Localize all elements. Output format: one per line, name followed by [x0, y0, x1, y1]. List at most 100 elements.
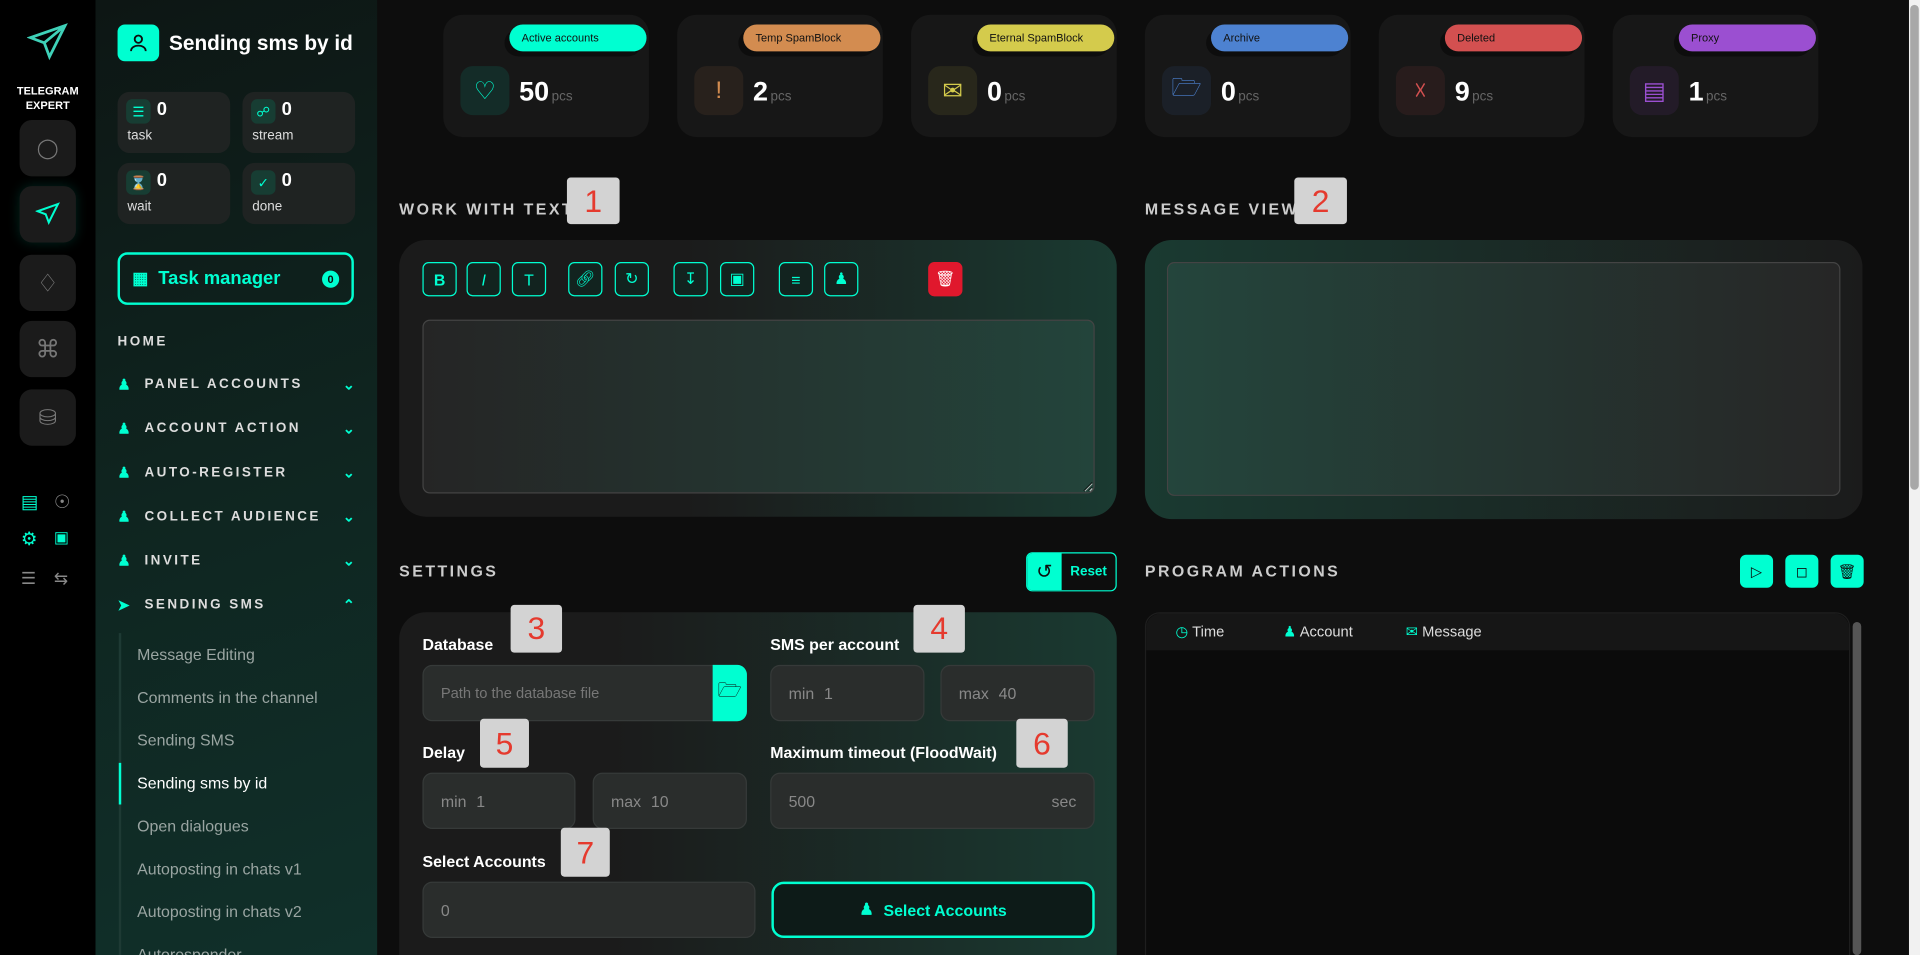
- user-network-icon[interactable]: ☉: [53, 492, 71, 514]
- icon-rail: TELEGRAM EXPERT ◯ ♢ ⌘ ⛁ ▤ ☉ ⚙ ▣ ☰ ⇆: [0, 0, 96, 955]
- delay-min-input[interactable]: min 1: [422, 772, 576, 829]
- play-button[interactable]: ▷: [1740, 554, 1774, 588]
- message-text-input[interactable]: [422, 319, 1095, 494]
- menu-account-action[interactable]: ♟ ACCOUNT ACTION ⌄: [118, 420, 358, 437]
- browse-folder-button[interactable]: 🗁︎: [712, 664, 747, 722]
- task-manager-button[interactable]: ▦ Task manager 0: [117, 252, 354, 305]
- timeout-value: 500: [788, 791, 816, 811]
- import-file-button[interactable]: ↧: [673, 262, 708, 297]
- code-window-icon[interactable]: ▣: [53, 527, 69, 547]
- card-label: Proxy: [1678, 24, 1816, 52]
- user-x-icon: ☓: [1395, 66, 1445, 116]
- card-label: Deleted: [1444, 24, 1583, 52]
- submenu-item[interactable]: Autoposting in chats v2: [137, 902, 302, 921]
- user-list-icon: ♟: [117, 508, 131, 526]
- user-icon: ♟: [834, 269, 849, 288]
- reset-button[interactable]: ↺ Reset: [1026, 552, 1117, 592]
- sms-min-input[interactable]: min 1: [770, 664, 925, 722]
- send-icon: [35, 202, 60, 225]
- stat-wait: ⌛ 0 wait: [117, 162, 231, 225]
- rail-accounts-button[interactable]: ◯: [19, 120, 76, 177]
- document-check-icon[interactable]: ☰: [20, 568, 37, 588]
- bold-button[interactable]: B: [422, 262, 457, 297]
- submenu-item-active[interactable]: Sending sms by id: [137, 773, 268, 793]
- gear-icon[interactable]: ⚙: [20, 528, 38, 550]
- card-value: 0 pcs: [987, 76, 1025, 108]
- swap-icon[interactable]: ⇆: [53, 568, 69, 588]
- menu-auto-register[interactable]: ♟ AUTO-REGISTER ⌄: [118, 464, 358, 481]
- clear-log-button[interactable]: 🗑︎: [1830, 554, 1864, 588]
- share-icon: ☍: [251, 99, 276, 124]
- min-label: min: [788, 683, 815, 703]
- bot-button[interactable]: ▣: [720, 262, 755, 297]
- stat-card-archive[interactable]: Archive 🗁︎ 0 pcs: [1144, 14, 1351, 138]
- chevron-down-icon: ⌄: [342, 508, 356, 526]
- selected-accounts-value: 0: [440, 900, 450, 919]
- stat-card-temp-spamblock[interactable]: Temp SpamBlock ! 2 pcs: [677, 14, 883, 138]
- stat-label: stream: [252, 128, 294, 144]
- max-label: max: [611, 791, 642, 811]
- annotation-badge: 4: [913, 604, 965, 653]
- rail-database-button[interactable]: ⛁: [19, 389, 76, 446]
- rail-send-button[interactable]: [19, 186, 76, 243]
- text-template-button[interactable]: ≡: [778, 262, 814, 297]
- selected-accounts-count[interactable]: 0: [422, 881, 756, 938]
- stop-icon: ◻: [1795, 562, 1808, 580]
- menu-home[interactable]: HOME: [118, 334, 358, 349]
- stop-button[interactable]: ◻: [1785, 554, 1819, 588]
- stat-label: done: [252, 199, 283, 215]
- task-manager-icon: ▦: [132, 268, 149, 288]
- sms-max-input[interactable]: max 40: [940, 664, 1095, 722]
- card-value: 50 pcs: [519, 76, 572, 108]
- user-plus-icon: ♟: [117, 464, 131, 482]
- delay-max-input[interactable]: max 10: [592, 772, 747, 829]
- log-scrollbar[interactable]: [1852, 622, 1862, 955]
- checklist-icon: ☰: [126, 99, 151, 124]
- user-icon: [130, 34, 147, 52]
- stat-card-deleted[interactable]: Deleted ☓ 9 pcs: [1378, 14, 1585, 138]
- annotation-badge: 7: [560, 827, 610, 877]
- brand-line-1: TELEGRAM: [16, 84, 79, 97]
- submenu-item[interactable]: Autoposting in chats v1: [137, 859, 302, 878]
- annotation-badge: 5: [480, 718, 529, 768]
- stat-card-eternal-spamblock[interactable]: Eternal SpamBlock ✉ 0 pcs: [911, 14, 1117, 138]
- chevron-down-icon: ⌄: [342, 420, 356, 438]
- card-unit: pcs: [1472, 89, 1494, 105]
- menu-label: PANEL ACCOUNTS: [144, 377, 303, 392]
- select-accounts-button[interactable]: ♟ Select Accounts: [771, 881, 1095, 938]
- card-value: 1 pcs: [1689, 76, 1727, 108]
- database-path-input[interactable]: Path to the database file: [422, 664, 747, 722]
- submenu-item[interactable]: Autoresponder: [137, 945, 242, 955]
- menu-collect-audience[interactable]: ♟ COLLECT AUDIENCE ⌄: [118, 508, 358, 525]
- text-format-button[interactable]: T: [511, 262, 547, 297]
- stat-card-proxy[interactable]: Proxy ▤ 1 pcs: [1612, 14, 1819, 138]
- timeout-input[interactable]: 500 sec: [770, 772, 1095, 829]
- menu-label: ACCOUNT ACTION: [144, 421, 301, 436]
- submenu-item[interactable]: Open dialogues: [137, 816, 249, 836]
- link-button[interactable]: 🔗︎: [568, 262, 603, 297]
- stat-done: ✓ 0 done: [242, 162, 356, 225]
- stat-value: 0: [281, 99, 292, 121]
- page-scrollbar[interactable]: [1910, 4, 1919, 490]
- repeat-button[interactable]: ↻: [614, 262, 649, 297]
- menu-invite[interactable]: ♟ INVITE ⌄: [118, 552, 358, 569]
- italic-button[interactable]: I: [466, 262, 501, 297]
- message-preview: [1166, 262, 1841, 496]
- card-count: 2: [753, 75, 769, 107]
- rail-premium-button[interactable]: ♢: [19, 254, 76, 312]
- sms-per-account-label: SMS per account: [770, 635, 900, 654]
- submenu-item[interactable]: Comments in the channel: [137, 688, 318, 707]
- menu-panel-accounts[interactable]: ♟ PANEL ACCOUNTS ⌄: [118, 376, 358, 393]
- user-variable-button[interactable]: ♟: [824, 262, 859, 297]
- rail-command-button[interactable]: ⌘: [19, 320, 76, 378]
- submenu-item[interactable]: Sending SMS: [137, 731, 235, 750]
- menu-sending-sms[interactable]: ➤ SENDING SMS ⌃: [118, 596, 358, 613]
- card-label: Eternal SpamBlock: [977, 24, 1115, 52]
- submenu-item[interactable]: Message Editing: [137, 645, 255, 664]
- user-icon: ♟: [1283, 623, 1300, 641]
- clear-text-button[interactable]: 🗑︎: [928, 262, 963, 297]
- card-count: 1: [1688, 75, 1704, 107]
- stat-label: task: [127, 128, 153, 144]
- stat-card-active-accounts[interactable]: Active accounts ♡ 50 pcs: [443, 14, 649, 138]
- server-check-icon[interactable]: ▤: [20, 492, 39, 514]
